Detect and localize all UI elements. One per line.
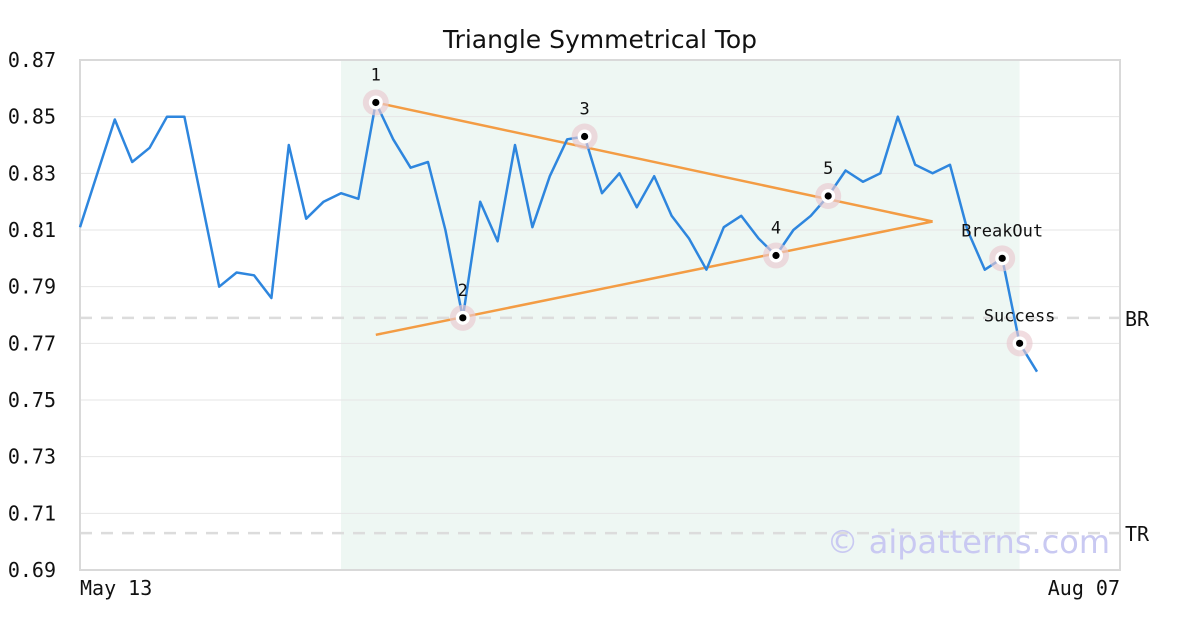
- reference-line-label: BR: [1125, 307, 1150, 331]
- plot-frame: [79, 59, 1121, 571]
- chart-title: Triangle Symmetrical Top: [442, 25, 757, 54]
- point-marker: [581, 132, 589, 141]
- point-marker: [459, 314, 467, 322]
- y-tick-label: 0.71: [8, 501, 56, 525]
- y-tick-label: 0.85: [8, 105, 56, 129]
- y-tick-label: 0.77: [8, 331, 56, 355]
- price-line: [78, 101, 1039, 373]
- reference-line-label: TR: [1125, 522, 1150, 546]
- point-label: 5: [823, 159, 833, 179]
- y-tick-label: 0.75: [8, 388, 56, 412]
- y-tick-label: 0.79: [8, 275, 56, 299]
- point-marker: [824, 192, 832, 200]
- point-marker: [1016, 339, 1024, 347]
- y-tick-label: 0.83: [8, 161, 56, 185]
- point-label: 4: [771, 219, 781, 239]
- point-label: 3: [579, 100, 589, 120]
- point-label: 1: [371, 66, 381, 86]
- y-tick-label: 0.87: [8, 48, 56, 72]
- point-marker: [372, 98, 380, 107]
- point-marker: [998, 254, 1006, 262]
- y-tick-label: 0.73: [8, 445, 56, 469]
- y-tick-label: 0.69: [8, 558, 56, 582]
- point-label: 2: [458, 281, 468, 301]
- watermark: © aipatterns.com: [827, 523, 1110, 561]
- point-label: Success: [984, 306, 1056, 326]
- x-tick-label: Aug 07: [1048, 576, 1120, 600]
- pattern-region: [341, 60, 1020, 570]
- point-label: BreakOut: [961, 221, 1043, 241]
- point-marker: [772, 251, 780, 260]
- x-tick-label: May 13: [80, 576, 152, 600]
- y-tick-label: 0.81: [8, 218, 56, 242]
